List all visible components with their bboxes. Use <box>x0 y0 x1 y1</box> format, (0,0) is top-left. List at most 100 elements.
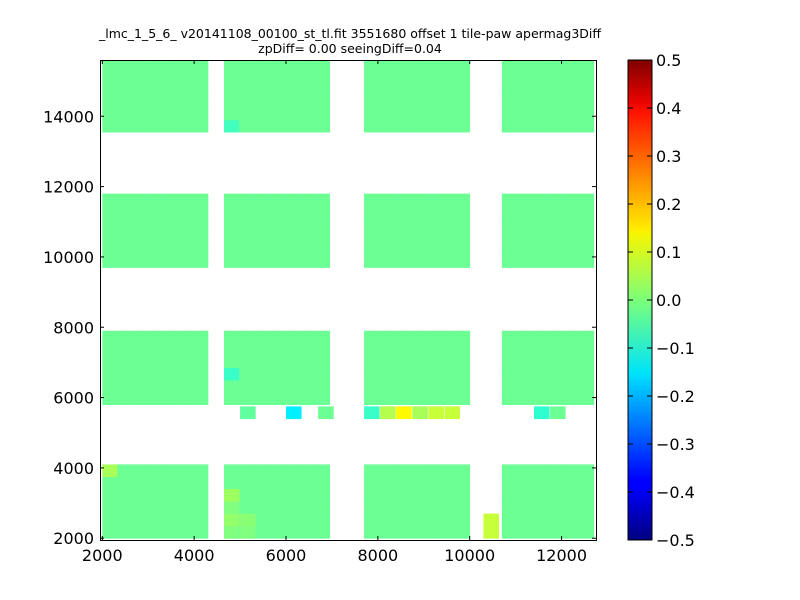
heatmap-cell <box>592 489 595 502</box>
heatmap-cell <box>592 95 595 108</box>
heatmap-cell <box>193 392 209 406</box>
heatmap-cell <box>455 60 471 71</box>
heatmap-cell <box>517 255 533 268</box>
heatmap-cell <box>409 95 426 108</box>
heatmap-cell <box>577 343 594 356</box>
heatmap-cell <box>394 193 410 207</box>
heatmap-cell <box>517 119 533 133</box>
heatmap-cell <box>178 464 194 478</box>
heatmap-cell <box>424 476 441 490</box>
heatmap-cell <box>178 330 194 344</box>
heatmap-cell <box>501 193 518 207</box>
heatmap-cell <box>193 501 209 515</box>
heatmap-cell <box>132 380 149 393</box>
heatmap-cell <box>364 218 380 231</box>
heatmap-cell <box>439 119 456 133</box>
heatmap-cell <box>409 242 426 256</box>
heatmap-cell <box>224 205 240 219</box>
x-tick-label: 12000 <box>536 546 587 565</box>
y-tick-label: 2000 <box>53 529 94 548</box>
heatmap-cell <box>455 513 471 527</box>
heatmap-cell <box>117 60 134 71</box>
heatmap-cell <box>562 230 579 244</box>
heatmap-cell <box>117 205 134 219</box>
heatmap-cell <box>364 525 380 539</box>
heatmap-cell <box>239 193 255 207</box>
colorbar-tick: 0.2 <box>628 195 681 214</box>
heatmap-cell <box>424 380 441 393</box>
heatmap-cell <box>299 242 316 256</box>
heatmap-cell <box>532 343 548 356</box>
x-tick: 6000 <box>266 60 306 565</box>
heatmap-cell <box>439 343 456 356</box>
heatmap-cell <box>424 367 441 381</box>
heatmap-cell <box>314 476 331 490</box>
heatmap-cell <box>379 82 395 96</box>
heatmap-cell <box>532 107 548 121</box>
heatmap-cell <box>299 489 316 502</box>
heatmap-cell <box>424 343 441 356</box>
heatmap-cell <box>424 193 441 207</box>
heatmap-cell <box>592 70 595 84</box>
heatmap-cell <box>592 513 595 527</box>
heatmap-cell <box>379 205 395 219</box>
heatmap-cell <box>284 242 301 256</box>
heatmap-cell <box>314 367 331 381</box>
heatmap-cell <box>547 70 563 84</box>
heatmap-cell <box>178 367 194 381</box>
heatmap-cell <box>592 205 595 219</box>
heatmap-cell <box>424 242 441 256</box>
heatmap-cell <box>299 205 316 219</box>
heatmap-cell <box>562 255 579 268</box>
heatmap-cell <box>269 476 286 490</box>
heatmap-cell <box>254 464 270 478</box>
heatmap-cell <box>284 476 301 490</box>
heatmap-cell <box>314 525 331 539</box>
heatmap-cell <box>162 230 179 244</box>
heatmap-cell <box>364 70 380 84</box>
heatmap-cell <box>102 95 118 108</box>
heatmap-cell <box>394 70 410 84</box>
heatmap-cell <box>240 513 256 527</box>
heatmap-cell <box>501 464 518 478</box>
heatmap-cell <box>299 525 316 539</box>
heatmap-cell <box>592 60 595 71</box>
heatmap-cell <box>284 70 301 84</box>
heatmap-cell <box>394 392 410 406</box>
heatmap-cell <box>379 70 395 84</box>
heatmap-cell <box>409 60 426 71</box>
heatmap-cell <box>379 367 395 381</box>
heatmap-cell <box>254 513 270 527</box>
heatmap-cell <box>532 193 548 207</box>
heatmap-cell <box>299 343 316 356</box>
heatmap-cell <box>117 367 134 381</box>
heatmap-cell <box>424 82 441 96</box>
heatmap-cell <box>501 255 518 268</box>
heatmap-cell <box>424 218 441 231</box>
heatmap-cell <box>394 464 410 478</box>
heatmap-cell <box>299 367 316 381</box>
heatmap-cell <box>562 464 579 478</box>
heatmap-cell <box>439 464 456 478</box>
heatmap-cell <box>592 476 595 490</box>
heatmap-cell <box>547 380 563 393</box>
heatmap-cell <box>224 193 240 207</box>
heatmap-cell <box>193 255 209 268</box>
heatmap-cell <box>364 82 380 96</box>
heatmap-cell <box>532 501 548 515</box>
heatmap-cell <box>409 255 426 268</box>
heatmap-cell <box>547 367 563 381</box>
heatmap-cell <box>193 367 209 381</box>
heatmap-cell <box>547 343 563 356</box>
heatmap-cell <box>254 95 270 108</box>
heatmap-cell <box>532 95 548 108</box>
heatmap-cell <box>224 355 240 369</box>
y-tick: 6000 <box>53 389 596 408</box>
heatmap-cell <box>193 330 209 344</box>
heatmap-cell <box>178 525 194 539</box>
heatmap-cell <box>269 380 286 393</box>
x-tick-label: 8000 <box>357 546 398 565</box>
heatmap-cell <box>409 107 426 121</box>
heatmap-cell <box>132 513 149 527</box>
heatmap-cell <box>501 367 518 381</box>
